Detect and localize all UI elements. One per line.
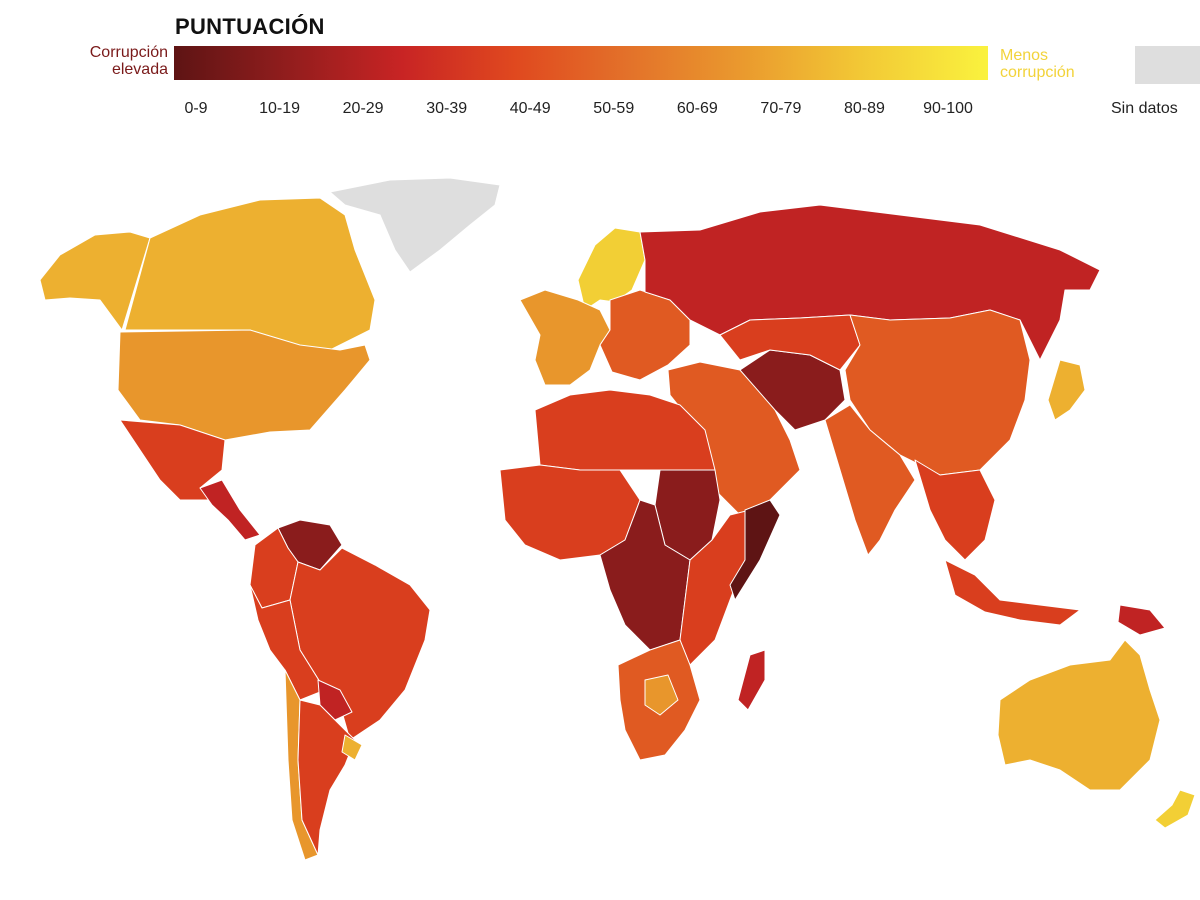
legend-range-label: 30-39	[426, 100, 468, 117]
map-region-alaska	[39, 231, 151, 331]
map-region-scandinavia	[577, 227, 646, 311]
legend-range-label: 70-79	[760, 100, 802, 117]
map-region-papua-new-guinea	[1117, 604, 1166, 636]
map-region-usa	[117, 329, 371, 441]
legend-high-line-2: elevada	[111, 61, 168, 78]
map-region-japan	[1047, 359, 1086, 421]
legend-range-label: 40-49	[509, 100, 551, 117]
legend-high-corruption-label: Corrupción elevada	[90, 44, 168, 78]
legend-range-label: 80-89	[843, 100, 885, 117]
map-region-central-america	[199, 479, 261, 541]
map-region-argentina	[297, 699, 356, 856]
legend-range-label: 90-100	[923, 100, 973, 117]
legend-low-corruption-label: Menos corrupción	[1000, 47, 1075, 81]
map-region-india	[824, 404, 916, 556]
map-region-australia	[997, 639, 1161, 791]
legend-range-label: 20-29	[342, 100, 384, 117]
no-data-label: Sin datos	[1111, 100, 1178, 117]
legend-low-line-2: corrupción	[1000, 64, 1075, 81]
map-region-western-europe	[519, 289, 611, 386]
legend-range-label: 0-9	[184, 100, 208, 117]
map-region-greenland	[329, 177, 501, 273]
legend-gradient-bar	[174, 46, 988, 80]
world-map	[39, 177, 1196, 861]
map-region-paraguay	[317, 679, 353, 721]
legend-low-line-1: Menos	[1000, 47, 1049, 64]
legend-range-label: 10-19	[259, 100, 301, 117]
map-region-east-africa	[679, 509, 751, 666]
map-region-canada	[124, 197, 376, 351]
map-region-uruguay	[341, 734, 363, 761]
map-region-china	[844, 309, 1031, 476]
legend-high-line-1: Corrupción	[89, 44, 168, 61]
map-region-indonesia	[944, 559, 1081, 626]
legend-range-label: 50-59	[593, 100, 635, 117]
legend-title: PUNTUACIÓN	[175, 14, 325, 39]
legend-range-label: 60-69	[676, 100, 718, 117]
map-region-peru-bolivia	[249, 584, 326, 701]
map-region-southeast-asia	[914, 459, 996, 561]
map-region-madagascar	[737, 649, 766, 711]
no-data-swatch	[1135, 46, 1200, 84]
map-region-central-asia	[719, 314, 861, 371]
map-region-new-zealand	[1154, 789, 1196, 829]
map-region-somalia	[729, 499, 781, 601]
map-region-botswana	[644, 674, 679, 716]
